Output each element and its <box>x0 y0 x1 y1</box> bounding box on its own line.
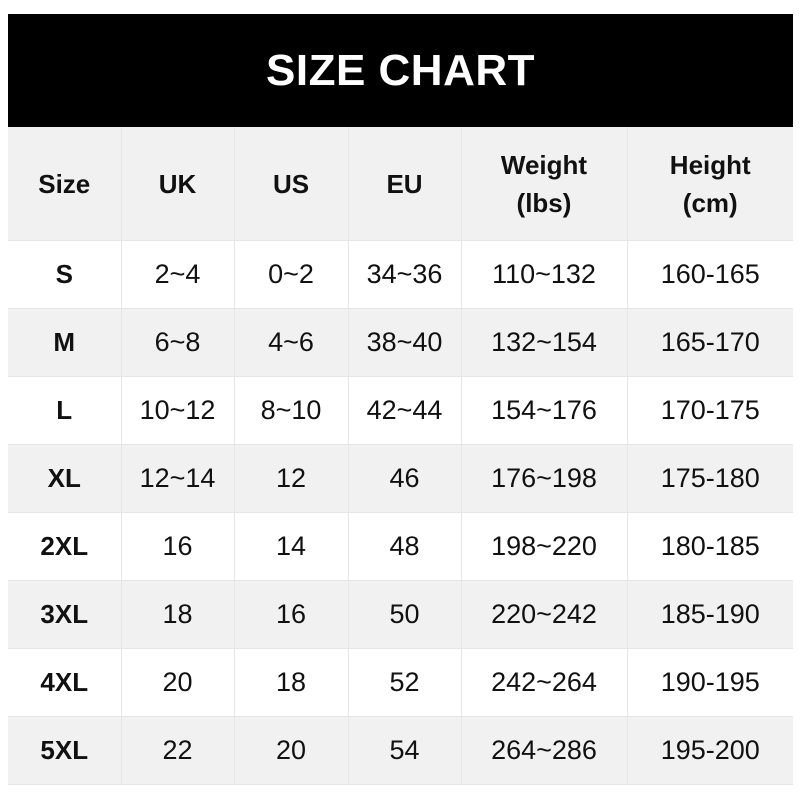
cell-size: 5XL <box>8 716 122 785</box>
size-table: Size UK US EU Weight (lbs) Height (cm) S 2~4 0~2 3… <box>8 127 793 785</box>
column-header-label: EU <box>386 168 423 199</box>
column-header-label: US <box>272 168 310 199</box>
cell-eu: 50 <box>347 580 462 649</box>
cell-uk: 16 <box>120 512 235 581</box>
cell-weight: 198~220 <box>460 512 628 581</box>
cell-height: 160-165 <box>626 240 793 309</box>
cell-uk: 10~12 <box>120 376 235 445</box>
column-header-label: Size <box>38 168 91 199</box>
cell-size: 2XL <box>8 512 122 581</box>
cell-height: 170-175 <box>626 376 793 445</box>
cell-eu: 48 <box>347 512 462 581</box>
cell-eu: 38~40 <box>347 308 462 377</box>
cell-eu: 34~36 <box>347 240 462 309</box>
cell-height: 190-195 <box>626 648 793 717</box>
title-banner: SIZE CHART <box>8 14 793 127</box>
cell-us: 16 <box>233 580 349 649</box>
cell-height: 195-200 <box>626 716 793 785</box>
page-title: SIZE CHART <box>266 45 535 95</box>
cell-height: 180-185 <box>626 512 793 581</box>
cell-weight: 264~286 <box>460 716 628 785</box>
cell-uk: 20 <box>120 648 235 717</box>
column-header-eu: EU <box>347 127 462 241</box>
cell-size: 4XL <box>8 648 122 717</box>
cell-size: L <box>8 376 122 445</box>
column-header-uk: UK <box>120 127 235 241</box>
cell-height: 185-190 <box>626 580 793 649</box>
cell-weight: 154~176 <box>460 376 628 445</box>
cell-weight: 220~242 <box>460 580 628 649</box>
table-row: XL 12~14 12 46 176~198 175-180 <box>8 444 793 513</box>
table-row: 2XL 16 14 48 198~220 180-185 <box>8 512 793 581</box>
cell-uk: 22 <box>120 716 235 785</box>
cell-us: 20 <box>233 716 349 785</box>
cell-eu: 54 <box>347 716 462 785</box>
cell-uk: 18 <box>120 580 235 649</box>
cell-us: 18 <box>233 648 349 717</box>
table-row: 4XL 20 18 52 242~264 190-195 <box>8 648 793 717</box>
cell-size: 3XL <box>8 580 122 649</box>
table-row: 5XL 22 20 54 264~286 195-200 <box>8 716 793 785</box>
cell-eu: 46 <box>347 444 462 513</box>
column-header-label: UK <box>158 168 197 199</box>
column-header-unit: (lbs) <box>516 187 572 218</box>
column-header-us: US <box>233 127 349 241</box>
cell-us: 0~2 <box>233 240 349 309</box>
column-header-unit: (cm) <box>682 187 738 218</box>
table-row: M 6~8 4~6 38~40 132~154 165-170 <box>8 308 793 377</box>
table-row: S 2~4 0~2 34~36 110~132 160-165 <box>8 240 793 309</box>
header-row: Size UK US EU Weight (lbs) Height (cm) <box>8 127 793 241</box>
cell-us: 8~10 <box>233 376 349 445</box>
cell-eu: 52 <box>347 648 462 717</box>
cell-uk: 6~8 <box>120 308 235 377</box>
cell-height: 175-180 <box>626 444 793 513</box>
cell-us: 14 <box>233 512 349 581</box>
cell-weight: 176~198 <box>460 444 628 513</box>
table-row: L 10~12 8~10 42~44 154~176 170-175 <box>8 376 793 445</box>
cell-height: 165-170 <box>626 308 793 377</box>
cell-weight: 110~132 <box>460 240 628 309</box>
column-header-weight: Weight (lbs) <box>460 127 628 241</box>
table-row: 3XL 18 16 50 220~242 185-190 <box>8 580 793 649</box>
cell-uk: 12~14 <box>120 444 235 513</box>
cell-uk: 2~4 <box>120 240 235 309</box>
cell-weight: 242~264 <box>460 648 628 717</box>
column-header-label: Height <box>669 149 751 180</box>
cell-us: 4~6 <box>233 308 349 377</box>
cell-us: 12 <box>233 444 349 513</box>
cell-size: XL <box>8 444 122 513</box>
cell-weight: 132~154 <box>460 308 628 377</box>
column-header-label: Weight <box>500 149 588 180</box>
column-header-height: Height (cm) <box>626 127 793 241</box>
column-header-size: Size <box>8 127 122 241</box>
cell-eu: 42~44 <box>347 376 462 445</box>
cell-size: S <box>8 240 122 309</box>
cell-size: M <box>8 308 122 377</box>
